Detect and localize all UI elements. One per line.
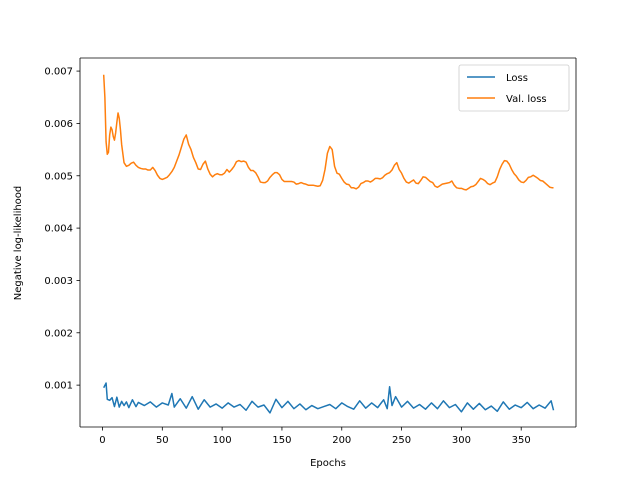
x-tick-label: 150 [272, 435, 291, 446]
y-tick-label: 0.002 [44, 328, 73, 339]
y-tick-label: 0.004 [44, 224, 73, 235]
y-axis-ticks: 0.001 0.002 0.003 0.004 0.005 0.006 0.007 [44, 67, 80, 392]
series-line-val-loss [102, 74, 554, 191]
plot-area [80, 58, 576, 427]
x-tick-label: 0 [99, 435, 105, 446]
series-line-loss [103, 382, 555, 414]
x-tick-label: 100 [213, 435, 232, 446]
y-tick-label: 0.001 [44, 381, 73, 392]
x-tick-label: 200 [332, 435, 351, 446]
y-axis-label: Negative log-likelihood [13, 186, 24, 301]
legend-val-loss-label: Val. loss [506, 94, 547, 105]
legend-loss-label: Loss [506, 73, 528, 84]
x-tick-label: 250 [392, 435, 411, 446]
y-tick-label: 0.003 [44, 276, 73, 287]
y-tick-label: 0.005 [44, 171, 73, 182]
series-lines [102, 74, 555, 414]
y-tick-label: 0.006 [44, 119, 73, 130]
x-axis-label: Epochs [310, 458, 346, 469]
y-tick-label: 0.007 [44, 67, 73, 78]
legend: Loss Val. loss [458, 64, 570, 112]
x-tick-label: 350 [512, 435, 531, 446]
x-axis-ticks: 0 50 100 150 200 250 300 350 [99, 427, 531, 446]
x-tick-label: 50 [156, 435, 169, 446]
x-tick-label: 300 [452, 435, 471, 446]
